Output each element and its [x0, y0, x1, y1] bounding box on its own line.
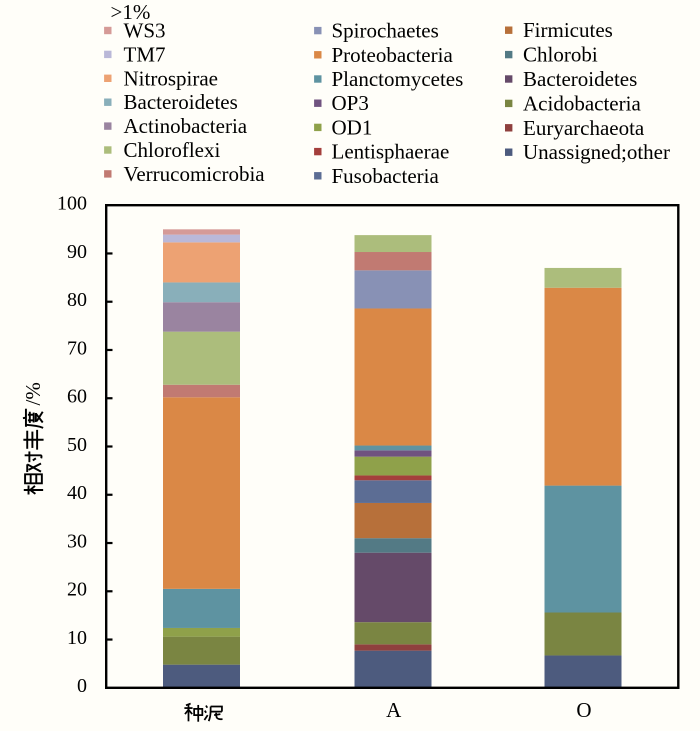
svg-text:/%: /% [21, 382, 45, 405]
svg-text:Spirochaetes: Spirochaetes [332, 19, 439, 43]
svg-text:Bacteroidetes: Bacteroidetes [523, 67, 637, 91]
svg-text:>1%: >1% [111, 0, 151, 24]
svg-text:TM7: TM7 [124, 42, 166, 66]
svg-text:0: 0 [77, 675, 87, 697]
svg-text:20: 20 [67, 579, 87, 601]
svg-text:Euryarchaeota: Euryarchaeota [523, 116, 645, 140]
svg-text:70: 70 [67, 337, 87, 359]
svg-text:Actinobacteria: Actinobacteria [124, 114, 248, 138]
svg-text:Planctomycetes: Planctomycetes [332, 67, 464, 91]
svg-text:Nitrospirae: Nitrospirae [124, 66, 218, 90]
svg-text:OD1: OD1 [332, 115, 373, 139]
svg-text:30: 30 [67, 530, 87, 552]
svg-text:Lentisphaerae: Lentisphaerae [332, 140, 450, 164]
svg-text:O: O [576, 698, 591, 722]
svg-text:10: 10 [67, 627, 87, 649]
svg-text:60: 60 [67, 386, 87, 408]
svg-text:80: 80 [67, 289, 87, 311]
svg-text:40: 40 [67, 482, 87, 504]
svg-text:Bacteroidetes: Bacteroidetes [124, 90, 238, 114]
svg-text:Acidobacteria: Acidobacteria [523, 91, 641, 115]
svg-text:A: A [386, 698, 402, 722]
svg-text:100: 100 [57, 193, 87, 215]
svg-text:Firmicutes: Firmicutes [523, 18, 613, 42]
svg-text:Chlorobi: Chlorobi [523, 43, 598, 67]
svg-text:Verrucomicrobia: Verrucomicrobia [124, 162, 266, 186]
svg-text:WS3: WS3 [124, 19, 166, 43]
svg-text:90: 90 [67, 241, 87, 263]
svg-text:Chloroflexi: Chloroflexi [124, 138, 221, 162]
svg-text:50: 50 [67, 434, 87, 456]
svg-text:Unassigned;other: Unassigned;other [523, 140, 670, 164]
svg-text:OP3: OP3 [332, 91, 369, 115]
svg-text:Fusobacteria: Fusobacteria [332, 164, 440, 188]
svg-text:Proteobacteria: Proteobacteria [332, 43, 454, 67]
